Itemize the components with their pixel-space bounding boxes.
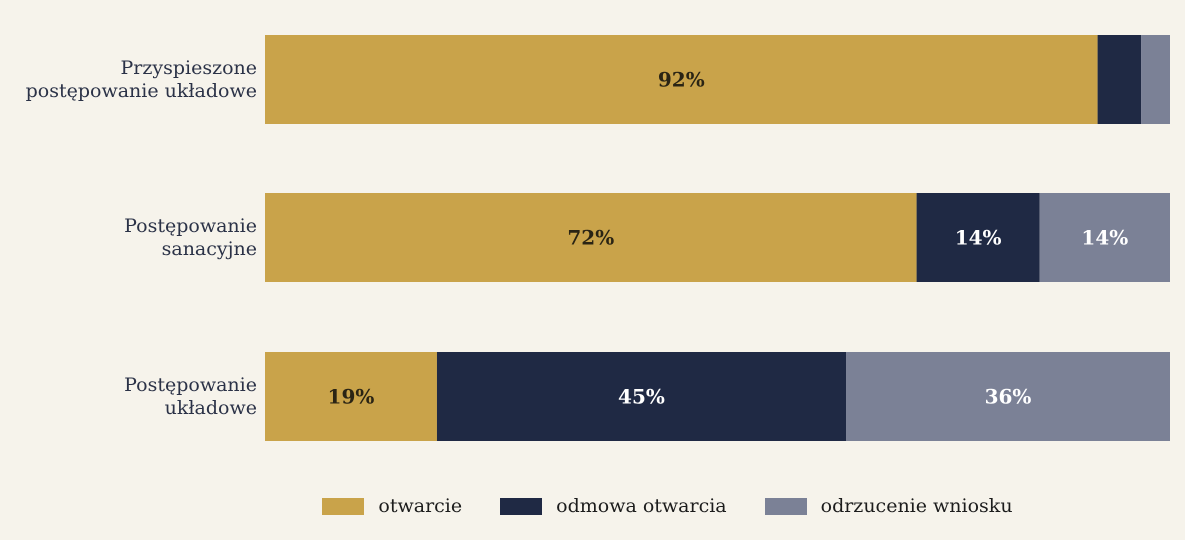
bar-segment — [916, 193, 1040, 282]
legend-item-odrzucenie-wniosku: odrzucenie wniosku — [764, 495, 1013, 517]
legend-swatch-odmowa-otwarcia — [500, 497, 543, 515]
data-label: 45% — [618, 385, 665, 409]
data-label: 19% — [328, 385, 375, 409]
bar-segment — [1039, 193, 1170, 282]
bar-segment — [846, 352, 1170, 441]
legend-item-odmowa-otwarcia: odmowa otwarcia — [500, 495, 727, 517]
bar-segment — [265, 35, 1098, 124]
bar-segment — [265, 352, 437, 441]
category-label: Postępowanie — [124, 374, 257, 396]
bar-segment — [436, 352, 847, 441]
legend-label-odmowa-otwarcia: odmowa otwarcia — [556, 495, 727, 517]
category-label: układowe — [165, 397, 257, 419]
legend-swatch-odrzucenie-wniosku — [764, 497, 807, 515]
data-label: 72% — [567, 226, 614, 250]
category-label: postępowanie układowe — [26, 80, 257, 102]
legend: otwarcie odmowa otwarcia odrzucenie wnio… — [0, 488, 1185, 524]
data-label: 92% — [658, 68, 705, 92]
category-label: Postępowanie — [124, 215, 257, 237]
data-label: 14% — [955, 226, 1002, 250]
bar-segment — [265, 193, 917, 282]
legend-swatch-otwarcie — [322, 497, 365, 515]
legend-item-otwarcie: otwarcie — [322, 495, 462, 517]
data-label: 14% — [1081, 226, 1128, 250]
legend-label-odrzucenie-wniosku: odrzucenie wniosku — [820, 495, 1013, 517]
legend-label-otwarcie: otwarcie — [378, 495, 463, 517]
bar-segment — [1141, 35, 1170, 124]
data-label: 36% — [985, 385, 1032, 409]
category-label: sanacyjne — [162, 238, 257, 260]
bar-segment — [1097, 35, 1142, 124]
category-label: Przyspieszone — [120, 57, 257, 79]
